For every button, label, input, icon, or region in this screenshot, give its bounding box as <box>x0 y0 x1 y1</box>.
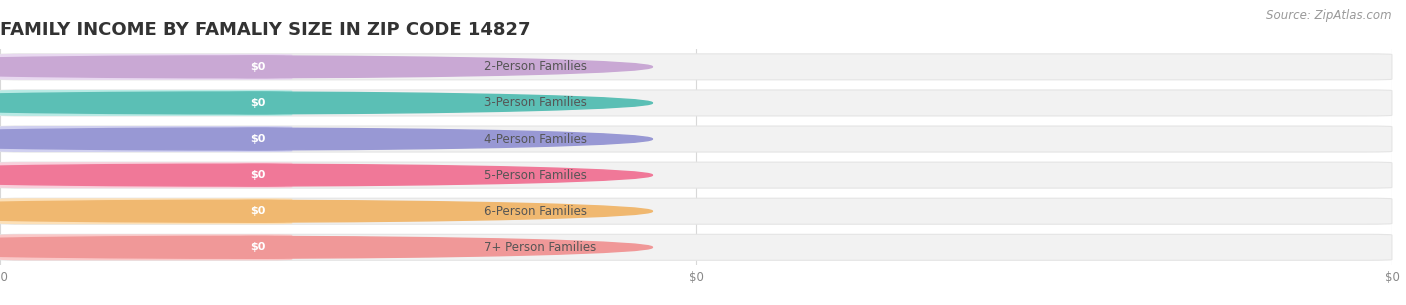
Text: 7+ Person Families: 7+ Person Families <box>484 241 596 254</box>
FancyBboxPatch shape <box>0 234 1392 260</box>
FancyBboxPatch shape <box>228 163 287 187</box>
FancyBboxPatch shape <box>0 126 1392 152</box>
Text: FAMILY INCOME BY FAMALIY SIZE IN ZIP CODE 14827: FAMILY INCOME BY FAMALIY SIZE IN ZIP COD… <box>0 21 530 39</box>
FancyBboxPatch shape <box>228 236 287 259</box>
Text: Source: ZipAtlas.com: Source: ZipAtlas.com <box>1267 9 1392 22</box>
FancyBboxPatch shape <box>0 54 292 80</box>
Circle shape <box>0 164 652 186</box>
FancyBboxPatch shape <box>0 54 1392 80</box>
FancyBboxPatch shape <box>228 127 287 151</box>
FancyBboxPatch shape <box>0 234 292 260</box>
Circle shape <box>0 200 652 222</box>
Text: 3-Person Families: 3-Person Families <box>484 96 586 109</box>
Text: $0: $0 <box>250 134 266 144</box>
FancyBboxPatch shape <box>228 200 287 223</box>
FancyBboxPatch shape <box>0 90 292 116</box>
Text: $0: $0 <box>250 98 266 108</box>
Circle shape <box>0 128 652 150</box>
FancyBboxPatch shape <box>0 162 292 188</box>
Text: 5-Person Families: 5-Person Families <box>484 169 586 181</box>
FancyBboxPatch shape <box>0 126 292 152</box>
Circle shape <box>0 92 652 114</box>
Text: $0: $0 <box>250 170 266 180</box>
FancyBboxPatch shape <box>0 198 1392 224</box>
Circle shape <box>0 236 652 258</box>
FancyBboxPatch shape <box>0 198 292 224</box>
Text: $0: $0 <box>250 206 266 216</box>
Text: $0: $0 <box>250 62 266 72</box>
FancyBboxPatch shape <box>0 90 1392 116</box>
Text: 4-Person Families: 4-Person Families <box>484 133 588 145</box>
FancyBboxPatch shape <box>228 92 287 114</box>
Text: $0: $0 <box>250 242 266 252</box>
FancyBboxPatch shape <box>0 162 1392 188</box>
Text: 6-Person Families: 6-Person Families <box>484 205 588 218</box>
FancyBboxPatch shape <box>228 55 287 78</box>
Circle shape <box>0 56 652 78</box>
Text: 2-Person Families: 2-Person Families <box>484 60 588 73</box>
